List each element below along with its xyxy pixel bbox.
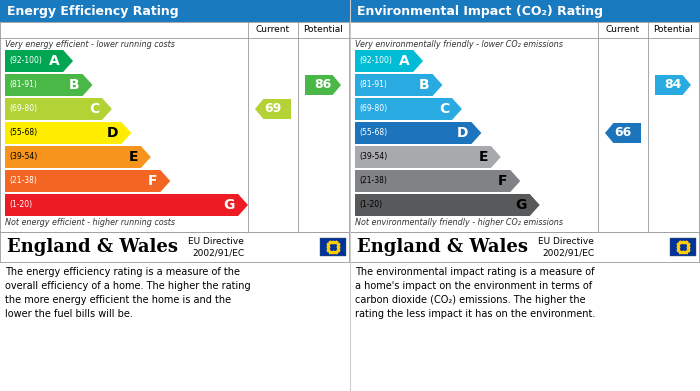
Text: Very environmentally friendly - lower CO₂ emissions: Very environmentally friendly - lower CO… [355, 40, 563, 49]
Text: (81-91): (81-91) [9, 81, 37, 90]
Polygon shape [355, 146, 500, 168]
Polygon shape [255, 99, 291, 119]
Bar [0, 0, 350, 22]
Polygon shape [305, 75, 341, 95]
Polygon shape [355, 122, 482, 144]
Text: (1-20): (1-20) [9, 201, 32, 210]
Text: F: F [498, 174, 508, 188]
Text: Environmental Impact (CO₂) Rating: Environmental Impact (CO₂) Rating [357, 5, 603, 18]
Bar [350, 0, 700, 22]
Text: (21-38): (21-38) [359, 176, 387, 185]
Polygon shape [655, 75, 691, 95]
Text: EU Directive
2002/91/EC: EU Directive 2002/91/EC [188, 237, 244, 257]
Bar [0, 232, 349, 262]
Polygon shape [605, 123, 641, 143]
Text: C: C [439, 102, 449, 116]
Text: (69-80): (69-80) [9, 104, 37, 113]
Text: (21-38): (21-38) [9, 176, 37, 185]
Polygon shape [355, 194, 540, 216]
Polygon shape [5, 170, 170, 192]
Text: Current: Current [606, 25, 640, 34]
Bar [0, 22, 349, 232]
Text: Potential: Potential [653, 25, 693, 34]
Polygon shape [5, 194, 248, 216]
Text: D: D [457, 126, 468, 140]
Polygon shape [5, 98, 112, 120]
Text: The energy efficiency rating is a measure of the
overall efficiency of a home. T: The energy efficiency rating is a measur… [5, 267, 251, 319]
Text: EU Directive
2002/91/EC: EU Directive 2002/91/EC [538, 237, 594, 257]
Polygon shape [5, 146, 150, 168]
Text: Energy Efficiency Rating: Energy Efficiency Rating [7, 5, 178, 18]
Text: E: E [478, 150, 488, 164]
Text: 86: 86 [314, 79, 332, 91]
Text: Current: Current [256, 25, 290, 34]
Text: (69-80): (69-80) [359, 104, 387, 113]
Polygon shape [355, 98, 462, 120]
Text: (81-91): (81-91) [359, 81, 387, 90]
Text: G: G [224, 198, 235, 212]
Text: The environmental impact rating is a measure of
a home's impact on the environme: The environmental impact rating is a mea… [355, 267, 596, 319]
Text: (55-68): (55-68) [359, 129, 387, 138]
Text: (55-68): (55-68) [9, 129, 37, 138]
Text: Potential: Potential [303, 25, 343, 34]
Polygon shape [5, 74, 92, 96]
Text: (39-54): (39-54) [9, 152, 37, 161]
Text: A: A [50, 54, 60, 68]
Text: Very energy efficient - lower running costs: Very energy efficient - lower running co… [5, 40, 175, 49]
Bar [350, 232, 699, 262]
Text: 84: 84 [664, 79, 682, 91]
Text: 66: 66 [615, 127, 631, 140]
Text: (92-100): (92-100) [359, 57, 392, 66]
Text: D: D [107, 126, 118, 140]
Text: E: E [128, 150, 138, 164]
Text: England & Wales: England & Wales [357, 238, 528, 256]
Text: B: B [419, 78, 430, 92]
Text: A: A [400, 54, 410, 68]
Text: (39-54): (39-54) [359, 152, 387, 161]
Bar [320, 238, 346, 256]
Bar [350, 22, 699, 232]
Text: England & Wales: England & Wales [7, 238, 178, 256]
Polygon shape [355, 50, 423, 72]
Bar [670, 238, 696, 256]
Text: F: F [148, 174, 158, 188]
Text: Not environmentally friendly - higher CO₂ emissions: Not environmentally friendly - higher CO… [355, 218, 563, 227]
Text: (1-20): (1-20) [359, 201, 382, 210]
Text: (92-100): (92-100) [9, 57, 42, 66]
Text: 69: 69 [265, 102, 281, 115]
Text: G: G [515, 198, 527, 212]
Text: B: B [69, 78, 80, 92]
Text: C: C [89, 102, 99, 116]
Polygon shape [5, 50, 73, 72]
Text: Not energy efficient - higher running costs: Not energy efficient - higher running co… [5, 218, 175, 227]
Polygon shape [355, 170, 520, 192]
Polygon shape [5, 122, 132, 144]
Polygon shape [355, 74, 442, 96]
